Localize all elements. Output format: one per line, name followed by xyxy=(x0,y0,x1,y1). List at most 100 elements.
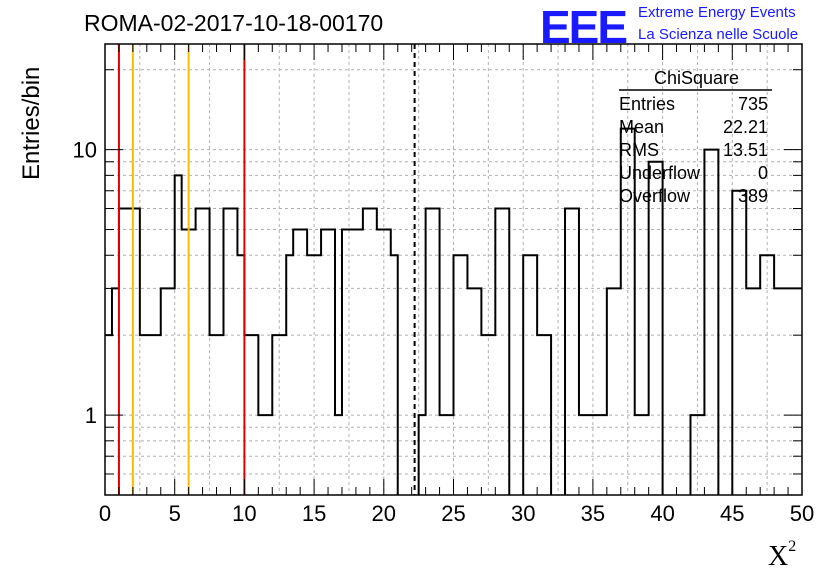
histogram-bin xyxy=(467,288,474,495)
histogram-bin xyxy=(112,288,119,495)
histogram-bin xyxy=(607,288,614,495)
histogram-bin xyxy=(739,191,746,495)
stats-label: Mean xyxy=(619,117,664,137)
logo-mark: EEE xyxy=(540,1,628,53)
histogram-bin xyxy=(321,230,328,495)
histogram-bin xyxy=(649,162,656,495)
histogram-bin xyxy=(802,288,809,495)
histogram-bin xyxy=(621,129,628,495)
stats-label: Underflow xyxy=(619,163,701,183)
histogram-bin xyxy=(523,255,530,495)
stats-label: Overflow xyxy=(619,186,691,206)
histogram-bin xyxy=(133,209,140,495)
histogram-bin xyxy=(300,230,307,495)
histogram-bin xyxy=(328,230,335,495)
histogram-bin xyxy=(377,230,384,495)
histogram-bin xyxy=(830,335,836,495)
chart-title: ROMA-02-2017-10-18-00170 xyxy=(84,10,384,36)
histogram-bin xyxy=(293,230,300,495)
histogram-bin xyxy=(182,230,189,495)
histogram-bin xyxy=(356,230,363,495)
histogram-bin xyxy=(426,209,433,495)
histogram-bin xyxy=(530,255,537,495)
histogram-bin xyxy=(460,255,467,495)
histogram-bin xyxy=(161,288,168,495)
axes: 0 5 10 15 20 25 30 35 40 45 50 1 10 xyxy=(73,43,814,526)
histogram-bin xyxy=(565,209,572,495)
histogram-bin xyxy=(781,288,788,495)
histogram-bin xyxy=(628,129,635,495)
stats-value: 13.51 xyxy=(723,140,768,160)
histogram-bin xyxy=(809,288,816,495)
histogram-line xyxy=(105,127,802,495)
histogram-bin xyxy=(656,162,663,495)
y-axis-label: Entries/bin xyxy=(18,66,45,180)
stats-label: RMS xyxy=(619,140,659,160)
x-tick-label: 50 xyxy=(790,501,814,526)
stats-title: ChiSquare xyxy=(654,68,739,88)
stats-label: Entries xyxy=(619,94,675,114)
y-tick-label: 10 xyxy=(73,138,97,163)
histogram-bin xyxy=(391,255,398,495)
histogram-bin xyxy=(823,255,830,495)
x-tick-label: 40 xyxy=(650,501,674,526)
histogram-bin xyxy=(342,230,349,495)
x-tick-label: 20 xyxy=(372,501,396,526)
histogram-bin xyxy=(314,255,321,495)
histogram-bin xyxy=(774,288,781,495)
histogram-bin xyxy=(286,255,293,495)
x-tick-label: 10 xyxy=(232,501,256,526)
histogram-bin xyxy=(711,150,718,495)
histogram-bin xyxy=(307,255,314,495)
histogram-bin xyxy=(203,209,210,495)
histogram-bin xyxy=(384,230,391,495)
x-tick-label: 35 xyxy=(581,501,605,526)
x-tick-label: 25 xyxy=(441,501,465,526)
histogram-bars xyxy=(105,127,836,495)
x-axis-label-superscript: 2 xyxy=(788,538,797,555)
histogram-bin xyxy=(230,209,237,495)
histogram-bin xyxy=(126,209,133,495)
histogram-bin xyxy=(795,288,802,495)
stats-value: 0 xyxy=(758,163,768,183)
x-tick-label: 15 xyxy=(302,501,326,526)
x-axis-label-text: X xyxy=(768,541,789,572)
logo-line-1: Extreme Energy Events xyxy=(638,4,796,21)
histogram-bin xyxy=(196,209,203,495)
histogram-bin xyxy=(572,209,579,495)
histogram-bin xyxy=(237,255,244,495)
y-tick-label: 1 xyxy=(85,403,97,428)
histogram-bin xyxy=(433,209,440,495)
histogram-bin xyxy=(223,209,230,495)
x-tick-label: 45 xyxy=(720,501,744,526)
histogram-bin xyxy=(704,150,711,495)
histogram-bin xyxy=(189,230,196,495)
logo-line-2: La Scienza nelle Scuole xyxy=(638,26,799,43)
x-axis-label: X2 xyxy=(768,538,796,573)
stats-value: 735 xyxy=(738,94,768,114)
histogram-bin xyxy=(767,255,774,495)
histogram-bin xyxy=(760,255,767,495)
histogram-bin xyxy=(746,288,753,495)
histogram-bin xyxy=(349,230,356,495)
histogram-bin xyxy=(370,209,377,495)
reference-lines xyxy=(117,44,416,495)
histogram-bin xyxy=(495,209,502,495)
histogram-bin xyxy=(474,288,481,495)
histogram-bin xyxy=(363,209,370,495)
x-tick-label: 0 xyxy=(99,501,111,526)
histogram-bin xyxy=(732,191,739,495)
x-tick-label: 30 xyxy=(511,501,535,526)
histogram-bin xyxy=(614,288,621,495)
stats-value: 22.21 xyxy=(723,117,768,137)
histogram-bin xyxy=(502,209,509,495)
histogram-bin xyxy=(168,288,175,495)
x-tick-label: 5 xyxy=(169,501,181,526)
histogram-bin xyxy=(788,288,795,495)
histogram-bin xyxy=(816,255,823,495)
histogram-bin xyxy=(753,288,760,495)
stats-value: 389 xyxy=(738,186,768,206)
stats-box: ChiSquare Entries 735 Mean 22.21 RMS 13.51 Unde… xyxy=(619,68,772,206)
histogram-bin xyxy=(119,209,126,495)
